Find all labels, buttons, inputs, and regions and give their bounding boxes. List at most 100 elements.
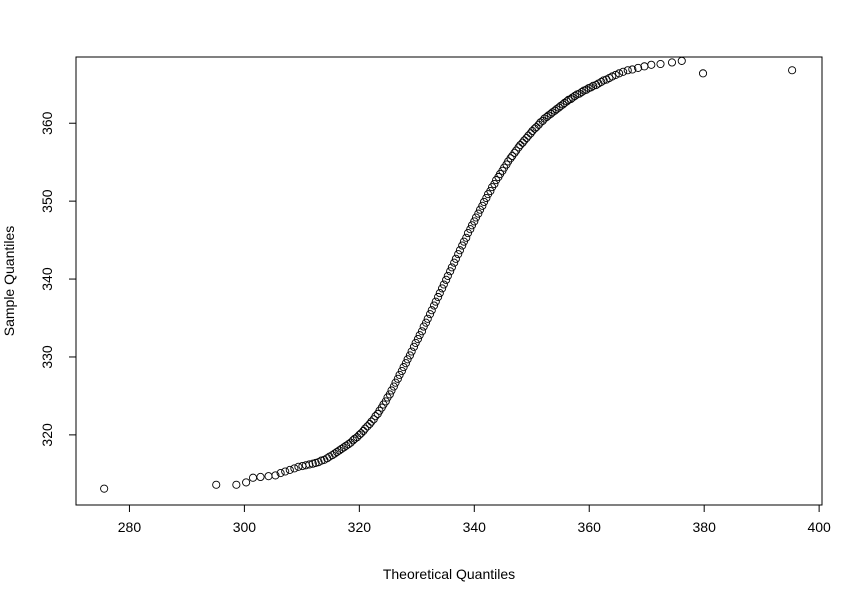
data-point [467, 221, 477, 230]
data-point [466, 225, 475, 234]
data-point [516, 140, 525, 150]
data-point [290, 464, 299, 473]
data-point [393, 374, 402, 383]
data-point [281, 467, 290, 476]
data-point [522, 133, 531, 143]
data-point [439, 280, 448, 289]
data-point [276, 469, 285, 478]
data-point [285, 465, 294, 474]
data-point [421, 318, 431, 327]
data-point [524, 131, 533, 140]
data-point [552, 105, 561, 114]
data-point [350, 434, 359, 443]
data-point [371, 412, 380, 421]
y-axis: 320 330 340 350 360 [39, 111, 77, 447]
data-point [518, 138, 527, 147]
data-point [427, 306, 436, 315]
x-axis: 280 300 320 340 360 380 400 [118, 504, 831, 535]
data-point [411, 338, 420, 347]
data-point [550, 106, 559, 115]
x-axis-title: Theoretical Quantiles [383, 566, 515, 582]
data-point [628, 65, 637, 74]
data-point [526, 129, 535, 138]
data-point [248, 473, 258, 482]
y-axis-title: Sample Quantiles [1, 226, 17, 337]
data-point [365, 419, 374, 429]
data-point [305, 460, 314, 469]
data-point [395, 370, 404, 379]
data-point [544, 111, 553, 120]
x-tick-label: 380 [693, 519, 717, 535]
data-point [423, 314, 432, 323]
data-point [403, 355, 412, 364]
data-point [506, 154, 515, 163]
data-point [532, 123, 541, 132]
data-point [387, 386, 396, 395]
data-point [385, 390, 394, 399]
data-point [391, 378, 400, 387]
data-point [451, 254, 460, 263]
y-tick-label: 360 [39, 111, 55, 135]
data-point [442, 275, 451, 284]
data-point [582, 85, 591, 94]
data-point [586, 83, 596, 92]
data-point [443, 271, 452, 280]
data-point [548, 108, 557, 117]
data-point [367, 417, 376, 426]
data-point [546, 109, 555, 118]
x-tick-label: 320 [348, 519, 372, 535]
data-point [540, 114, 549, 123]
data-point [100, 484, 109, 493]
data-point [520, 136, 529, 145]
data-point [536, 118, 545, 127]
data-point [698, 69, 708, 78]
data-point [482, 193, 491, 203]
data-point [640, 62, 649, 71]
data-point [413, 334, 423, 344]
data-point [401, 359, 410, 368]
data-point [430, 301, 439, 310]
data-point [458, 241, 467, 250]
plot-frame [75, 56, 823, 506]
data-point [407, 347, 416, 356]
x-tick-label: 280 [118, 519, 142, 535]
x-tick-label: 300 [233, 519, 257, 535]
data-point [450, 258, 459, 267]
data-point [556, 102, 565, 111]
data-point [425, 310, 435, 319]
data-point [570, 91, 579, 101]
data-point [788, 66, 797, 75]
y-tick-label: 330 [39, 345, 55, 369]
data-point [656, 59, 665, 69]
data-point [538, 116, 547, 125]
data-point [459, 237, 468, 246]
data-point [389, 382, 398, 391]
data-point [463, 229, 473, 238]
x-tick-label: 400 [807, 519, 831, 535]
data-point [232, 480, 241, 489]
data-point [348, 436, 358, 445]
data-point [480, 197, 489, 206]
data-point [490, 179, 499, 189]
data-point [542, 112, 551, 122]
data-point [634, 63, 643, 72]
data-point [363, 422, 372, 431]
data-point [475, 205, 485, 214]
data-point [397, 366, 406, 376]
data-point [470, 217, 479, 226]
y-tick-label: 340 [39, 267, 55, 291]
data-points [100, 56, 797, 493]
x-tick-label: 360 [578, 519, 602, 535]
data-point [462, 233, 471, 242]
data-point [677, 56, 686, 65]
data-point [431, 297, 440, 306]
data-point [357, 429, 366, 438]
data-point [647, 60, 656, 69]
data-point [415, 331, 424, 340]
data-point [264, 472, 273, 481]
data-point [359, 426, 368, 436]
data-point [435, 289, 444, 298]
data-point [212, 480, 221, 489]
data-point [510, 148, 519, 157]
